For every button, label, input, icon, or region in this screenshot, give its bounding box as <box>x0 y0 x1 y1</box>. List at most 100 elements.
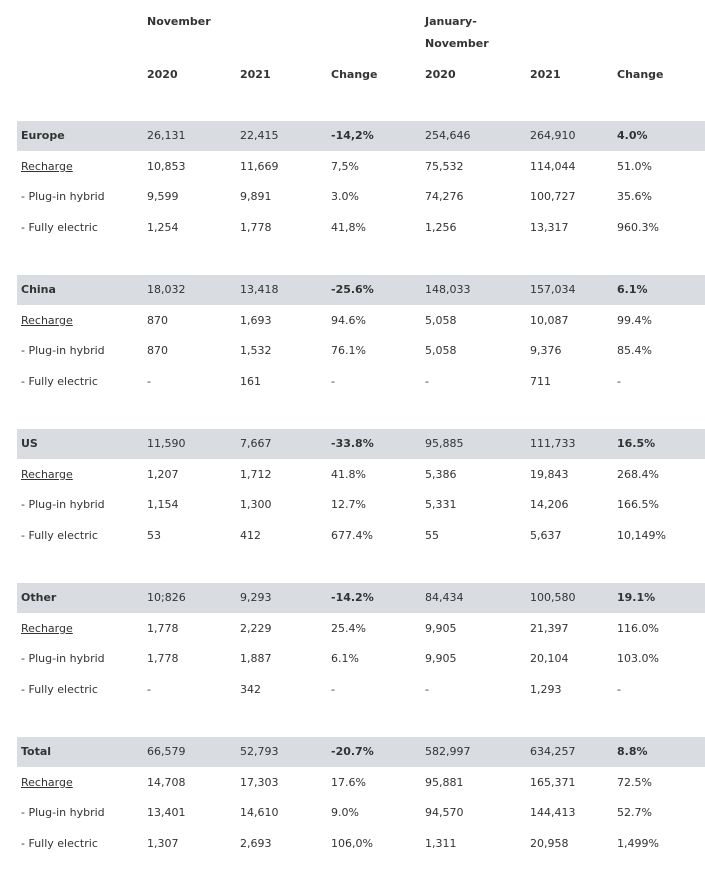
row-label: Recharge <box>21 468 73 481</box>
cell-ytd2020: 5,058 <box>425 344 457 357</box>
table-row: Recharge 10,853 11,669 7,5% 75,532 114,044 51.… <box>0 152 705 182</box>
row-label: - Plug-in hybrid <box>21 190 105 203</box>
cell-ytd-change: 51.0% <box>617 160 652 173</box>
cell-nov2020: 870 <box>147 314 168 327</box>
cell-nov2021: 11,669 <box>240 160 279 173</box>
cell-ytd2020: 5,386 <box>425 468 457 481</box>
table-row: - Fully electric 1,254 1,778 41,8% 1,256 13,3… <box>0 213 705 243</box>
cell-ytd2021: 19,843 <box>530 468 569 481</box>
cell-ytd2020: 95,885 <box>425 437 464 450</box>
cell-nov-change: -14,2% <box>331 129 374 142</box>
cell-nov2020: 10;826 <box>147 591 186 604</box>
column-header-nov-change: Change <box>331 68 378 81</box>
table-row: - Fully electric - 161 - - 711 - <box>0 367 705 397</box>
january-november-group-header-line2: November <box>425 37 489 50</box>
row-label: Recharge <box>21 622 73 635</box>
cell-nov2021: 412 <box>240 529 261 542</box>
column-header-nov-2021: 2021 <box>240 68 271 81</box>
cell-nov2021: 1,712 <box>240 468 272 481</box>
cell-ytd-change: 6.1% <box>617 283 648 296</box>
region-summary-row: Other 10;826 9,293 -14.2% 84,434 100,580 19.1% <box>0 583 705 613</box>
cell-ytd-change: 103.0% <box>617 652 659 665</box>
cell-nov2021: 9,891 <box>240 190 272 203</box>
cell-ytd2021: 5,637 <box>530 529 562 542</box>
cell-nov-change: 7,5% <box>331 160 359 173</box>
cell-nov2020: 13,401 <box>147 806 186 819</box>
row-label: US <box>21 437 38 450</box>
cell-nov-change: - <box>331 683 335 696</box>
cell-nov-change: 76.1% <box>331 344 366 357</box>
cell-nov2021: 161 <box>240 375 261 388</box>
cell-nov-change: 6.1% <box>331 652 359 665</box>
cell-nov2021: 342 <box>240 683 261 696</box>
cell-nov-change: 106,0% <box>331 837 373 850</box>
cell-ytd2021: 20,958 <box>530 837 569 850</box>
row-label: - Plug-in hybrid <box>21 652 105 665</box>
region-summary-band <box>17 121 705 151</box>
cell-nov2021: 1,887 <box>240 652 272 665</box>
row-label: - Plug-in hybrid <box>21 344 105 357</box>
cell-ytd2021: 711 <box>530 375 551 388</box>
cell-nov-change: -33.8% <box>331 437 374 450</box>
cell-ytd2021: 157,034 <box>530 283 576 296</box>
cell-ytd-change: 1,499% <box>617 837 659 850</box>
cell-ytd-change: 35.6% <box>617 190 652 203</box>
row-label: - Plug-in hybrid <box>21 806 105 819</box>
cell-nov2021: 14,610 <box>240 806 279 819</box>
row-label: - Fully electric <box>21 683 98 696</box>
cell-ytd2021: 634,257 <box>530 745 576 758</box>
row-label: Total <box>21 745 52 758</box>
cell-ytd2021: 9,376 <box>530 344 562 357</box>
cell-nov2021: 2,693 <box>240 837 272 850</box>
column-header-ytd-2020: 2020 <box>425 68 456 81</box>
cell-nov2021: 7,667 <box>240 437 272 450</box>
table-row: Recharge 14,708 17,303 17.6% 95,881 165,371 72… <box>0 768 705 798</box>
cell-nov2021: 2,229 <box>240 622 272 635</box>
cell-ytd2021: 14,206 <box>530 498 569 511</box>
column-header-ytd-change: Change <box>617 68 664 81</box>
cell-ytd-change: 85.4% <box>617 344 652 357</box>
row-label: - Fully electric <box>21 837 98 850</box>
region-summary-band <box>17 583 705 613</box>
region-summary-band <box>17 275 705 305</box>
table-row: - Plug-in hybrid 9,599 9,891 3.0% 74,276 100,… <box>0 182 705 212</box>
cell-nov-change: 41,8% <box>331 221 366 234</box>
cell-ytd2021: 20,104 <box>530 652 569 665</box>
cell-nov2021: 13,418 <box>240 283 279 296</box>
cell-nov2020: 10,853 <box>147 160 186 173</box>
cell-ytd2020: 582,997 <box>425 745 471 758</box>
cell-nov2021: 17,303 <box>240 776 279 789</box>
region-summary-band <box>17 429 705 459</box>
cell-ytd2021: 1,293 <box>530 683 562 696</box>
cell-ytd2020: 148,033 <box>425 283 471 296</box>
table-row: Recharge 1,207 1,712 41.8% 5,386 19,843 268.4% <box>0 460 705 490</box>
cell-nov2021: 9,293 <box>240 591 272 604</box>
row-label: - Fully electric <box>21 529 98 542</box>
table-row: - Plug-in hybrid 13,401 14,610 9.0% 94,570 14… <box>0 798 705 828</box>
cell-ytd2020: 5,331 <box>425 498 457 511</box>
table-row: - Fully electric 1,307 2,693 106,0% 1,311 20,… <box>0 829 705 859</box>
row-label: Recharge <box>21 314 73 327</box>
cell-ytd2020: 9,905 <box>425 652 457 665</box>
cell-ytd-change: 116.0% <box>617 622 659 635</box>
cell-nov-change: 94.6% <box>331 314 366 327</box>
cell-ytd2020: 9,905 <box>425 622 457 635</box>
cell-ytd-change: 268.4% <box>617 468 659 481</box>
cell-nov2021: 22,415 <box>240 129 279 142</box>
cell-nov-change: - <box>331 375 335 388</box>
cell-ytd2020: 94,570 <box>425 806 464 819</box>
cell-nov2020: 1,207 <box>147 468 179 481</box>
table-row: Recharge 1,778 2,229 25.4% 9,905 21,397 116.0% <box>0 614 705 644</box>
cell-ytd2020: 1,311 <box>425 837 457 850</box>
cell-ytd2021: 21,397 <box>530 622 569 635</box>
table-row: Recharge 870 1,693 94.6% 5,058 10,087 99.4% <box>0 306 705 336</box>
region-summary-row: Europe 26,131 22,415 -14,2% 254,646 264,910 4.… <box>0 121 705 151</box>
cell-ytd2021: 114,044 <box>530 160 576 173</box>
cell-ytd2021: 100,727 <box>530 190 576 203</box>
cell-nov-change: 677.4% <box>331 529 373 542</box>
cell-ytd2020: - <box>425 683 429 696</box>
row-label: - Plug-in hybrid <box>21 498 105 511</box>
cell-nov2020: - <box>147 683 151 696</box>
column-header-nov-2020: 2020 <box>147 68 178 81</box>
table-row: - Plug-in hybrid 1,778 1,887 6.1% 9,905 20,10… <box>0 644 705 674</box>
